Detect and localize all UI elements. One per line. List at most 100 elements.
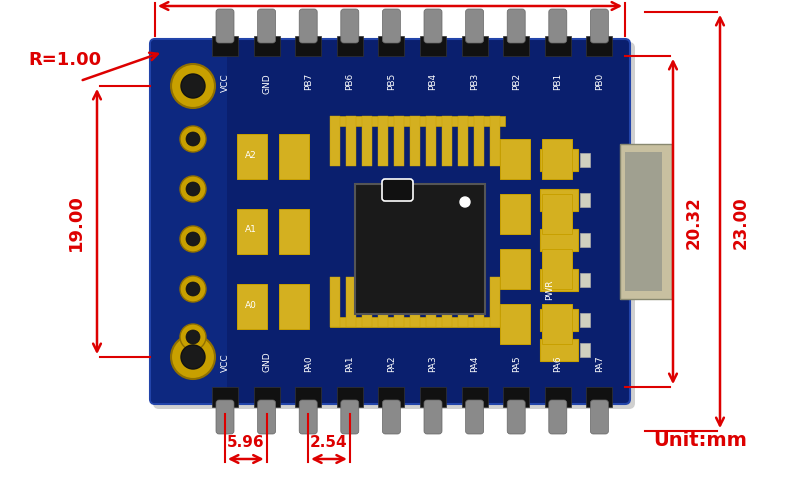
Bar: [542, 140, 572, 180]
Bar: [254, 37, 280, 57]
Bar: [420, 387, 446, 407]
Bar: [540, 269, 578, 291]
Bar: [212, 37, 238, 57]
Bar: [237, 209, 267, 254]
Bar: [586, 37, 613, 57]
Text: PA2: PA2: [387, 355, 396, 371]
Text: PB5: PB5: [387, 73, 396, 90]
Text: Unit:mm: Unit:mm: [653, 429, 747, 448]
FancyBboxPatch shape: [507, 400, 526, 434]
Text: VCC: VCC: [221, 73, 230, 91]
Bar: [410, 278, 420, 327]
Circle shape: [186, 183, 200, 197]
Text: VCC: VCC: [221, 353, 230, 371]
Circle shape: [180, 177, 206, 203]
Text: GND: GND: [262, 351, 271, 371]
Circle shape: [181, 75, 205, 99]
FancyBboxPatch shape: [590, 10, 609, 44]
Bar: [540, 150, 578, 172]
Text: A2: A2: [245, 150, 257, 159]
Bar: [442, 117, 452, 167]
Bar: [261, 13, 273, 41]
FancyBboxPatch shape: [466, 10, 483, 44]
Bar: [330, 317, 505, 327]
Bar: [474, 117, 484, 167]
Bar: [378, 37, 404, 57]
Circle shape: [186, 283, 200, 296]
Circle shape: [186, 133, 200, 147]
Bar: [337, 387, 363, 407]
Text: PA1: PA1: [346, 355, 354, 371]
Circle shape: [180, 226, 206, 252]
Bar: [594, 13, 606, 41]
Bar: [426, 278, 436, 327]
FancyBboxPatch shape: [382, 10, 400, 44]
Bar: [237, 285, 267, 329]
Bar: [500, 249, 530, 289]
Circle shape: [180, 127, 206, 153]
Bar: [254, 387, 280, 407]
Text: 20.32: 20.32: [685, 196, 703, 248]
FancyBboxPatch shape: [590, 400, 609, 434]
Text: PB6: PB6: [346, 73, 354, 90]
Bar: [346, 117, 356, 167]
Bar: [586, 387, 613, 407]
Circle shape: [460, 198, 470, 207]
Bar: [410, 117, 420, 167]
Text: PB3: PB3: [470, 73, 479, 90]
Circle shape: [181, 346, 205, 369]
Bar: [344, 13, 356, 41]
Text: 23.00: 23.00: [732, 196, 750, 248]
Bar: [355, 184, 485, 314]
Bar: [542, 195, 572, 235]
Bar: [337, 37, 363, 57]
FancyBboxPatch shape: [549, 400, 566, 434]
Bar: [420, 37, 446, 57]
Bar: [474, 278, 484, 327]
FancyBboxPatch shape: [299, 400, 317, 434]
Bar: [545, 37, 570, 57]
Bar: [580, 273, 590, 287]
Text: PB0: PB0: [595, 73, 604, 90]
Circle shape: [180, 325, 206, 350]
FancyBboxPatch shape: [507, 10, 526, 44]
Bar: [219, 13, 231, 41]
Bar: [462, 37, 488, 57]
FancyBboxPatch shape: [341, 10, 358, 44]
Text: PA7: PA7: [595, 355, 604, 371]
Bar: [500, 140, 530, 180]
Bar: [580, 313, 590, 327]
Circle shape: [180, 276, 206, 303]
Bar: [330, 117, 505, 127]
FancyBboxPatch shape: [382, 180, 413, 202]
Circle shape: [186, 232, 200, 246]
Text: 5.96: 5.96: [227, 434, 265, 449]
Text: GND: GND: [262, 73, 271, 93]
Bar: [500, 195, 530, 235]
Bar: [378, 278, 388, 327]
Bar: [394, 278, 404, 327]
Bar: [362, 278, 372, 327]
Bar: [330, 278, 340, 327]
Bar: [545, 387, 570, 407]
Bar: [279, 209, 309, 254]
Bar: [394, 117, 404, 167]
Text: PB1: PB1: [554, 73, 562, 90]
Bar: [540, 190, 578, 212]
Bar: [346, 278, 356, 327]
Text: PB2: PB2: [512, 73, 521, 90]
Bar: [490, 117, 500, 167]
Bar: [625, 153, 662, 291]
Bar: [295, 37, 321, 57]
Bar: [510, 13, 522, 41]
Bar: [427, 13, 439, 41]
Bar: [580, 194, 590, 207]
FancyBboxPatch shape: [424, 10, 442, 44]
Text: PA5: PA5: [512, 355, 521, 371]
Text: PA3: PA3: [429, 355, 438, 371]
Bar: [500, 305, 530, 345]
Bar: [378, 117, 388, 167]
FancyBboxPatch shape: [150, 40, 630, 404]
Bar: [302, 13, 314, 41]
Bar: [362, 117, 372, 167]
